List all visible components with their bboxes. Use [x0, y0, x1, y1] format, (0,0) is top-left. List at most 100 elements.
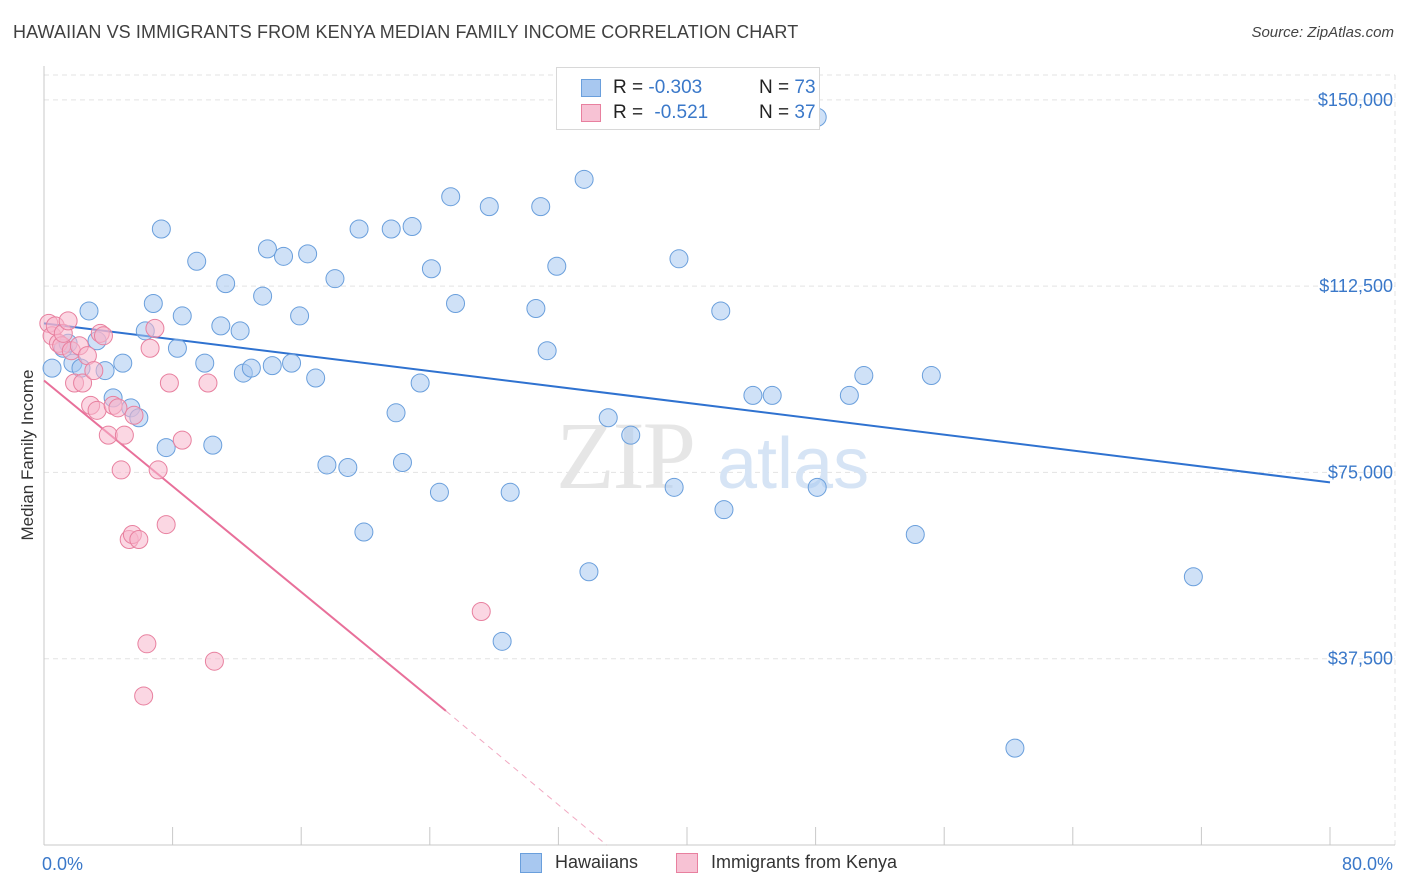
kenya-point: [159, 373, 179, 393]
hawaiian-point: [441, 187, 461, 207]
hawaiian-point: [807, 477, 827, 497]
y-tick-label: $75,000: [1328, 462, 1393, 482]
hawaiian-point: [921, 366, 941, 386]
hawaiian-point: [547, 256, 567, 276]
kenya-point: [108, 398, 128, 418]
kenya-point: [73, 373, 93, 393]
hawaiian-point: [113, 353, 133, 373]
hawaiian-point: [664, 477, 684, 497]
hawaiian-point: [714, 500, 734, 520]
hawaiian-point: [143, 294, 163, 314]
hawaiian-point: [598, 408, 618, 428]
legend-n-label: N =: [759, 102, 795, 123]
data-points: [39, 107, 1203, 758]
hawaiian-point: [429, 482, 449, 502]
hawaiian-point: [79, 301, 99, 321]
kenya-point: [87, 400, 107, 420]
series-swatch-blue: [520, 853, 542, 873]
kenya-point: [134, 686, 154, 706]
legend-n-value: 73: [794, 77, 816, 98]
hawaiian-point: [500, 482, 520, 502]
hawaiian-point: [446, 294, 466, 314]
chart-source: Source: ZipAtlas.com: [1251, 24, 1394, 41]
series-swatch-pink: [676, 853, 698, 873]
hawaiian-point: [1005, 738, 1025, 758]
hawaiian-point: [537, 341, 557, 361]
kenya-point: [198, 373, 218, 393]
hawaiian-point: [711, 301, 731, 321]
kenya-point: [129, 529, 149, 549]
hawaiian-point: [257, 239, 277, 259]
hawaiian-point: [492, 631, 512, 651]
kenya-point: [140, 338, 160, 358]
chart-title: HAWAIIAN VS IMMIGRANTS FROM KENYA MEDIAN…: [13, 22, 799, 42]
kenya-point: [204, 651, 224, 671]
hawaiian-point: [211, 316, 231, 336]
legend-r: R = -0.521: [613, 102, 708, 124]
hawaiian-point: [172, 306, 192, 326]
legend-r-label: R =: [613, 77, 649, 98]
legend-swatch-blue: [581, 79, 601, 97]
hawaiian-point: [317, 455, 337, 475]
y-tick-label: $112,500: [1319, 276, 1393, 296]
kenya-point: [145, 318, 165, 338]
kenya-point: [471, 602, 491, 622]
hawaiian-point: [156, 438, 176, 458]
hawaiian-point: [410, 373, 430, 393]
hawaiian-point: [216, 274, 236, 294]
grid-lines: [44, 74, 1396, 845]
hawaiian-point: [743, 385, 763, 405]
kenya-point: [93, 326, 113, 346]
hawaiian-point: [421, 259, 441, 279]
hawaiian-point: [762, 385, 782, 405]
kenya-point: [58, 311, 78, 331]
hawaiian-point: [854, 366, 874, 386]
hawaiian-point: [392, 452, 412, 472]
series-label-kenya: Immigrants from Kenya: [711, 852, 898, 872]
hawaiian-point: [230, 321, 250, 341]
x-tick-label: 0.0%: [42, 854, 83, 874]
hawaiian-point: [151, 219, 171, 239]
watermark-atlas: atlas: [717, 424, 869, 504]
kenya-point: [84, 361, 104, 381]
hawaiian-point: [241, 358, 261, 378]
kenya-point: [114, 425, 134, 445]
kenya-point: [156, 515, 176, 535]
hawaiian-point: [187, 251, 207, 271]
hawaiian-trendline: [43, 322, 1331, 484]
legend-n-label: N =: [759, 77, 795, 98]
hawaiian-point: [349, 219, 369, 239]
hawaiian-point: [905, 525, 925, 545]
kenya-point: [124, 405, 144, 425]
hawaiian-point: [262, 356, 282, 376]
legend-n: N = 37: [759, 102, 816, 124]
hawaiian-point: [338, 457, 358, 477]
legend-r-value: -0.521: [654, 102, 709, 123]
y-tick-label: $37,500: [1328, 649, 1393, 669]
hawaiian-point: [531, 197, 551, 217]
hawaiian-point: [621, 425, 641, 445]
hawaiian-point: [402, 217, 422, 237]
legend-r: R = -0.303: [613, 77, 702, 99]
hawaiian-point: [290, 306, 310, 326]
kenya-point: [172, 430, 192, 450]
stats-legend: R = -0.303 N = 73 R = -0.521 N = 37: [556, 67, 820, 130]
legend-n: N = 73: [759, 77, 816, 99]
hawaiian-point: [306, 368, 326, 388]
hawaiian-point: [167, 338, 187, 358]
hawaiian-point: [325, 269, 345, 289]
watermark: ZIP atlas: [556, 402, 869, 509]
series-label-hawaiians: Hawaiians: [555, 852, 639, 872]
kenya-point: [148, 460, 168, 480]
hawaiian-point: [381, 219, 401, 239]
kenya-point: [98, 425, 118, 445]
hawaiian-point: [203, 435, 223, 455]
kenya-point: [137, 634, 157, 654]
kenya-point: [111, 460, 131, 480]
hawaiian-point: [282, 353, 302, 373]
legend-r-label: R =: [613, 102, 649, 123]
hawaiian-point: [253, 286, 273, 306]
legend-swatch-pink: [581, 104, 601, 122]
hawaiian-point: [574, 169, 594, 189]
